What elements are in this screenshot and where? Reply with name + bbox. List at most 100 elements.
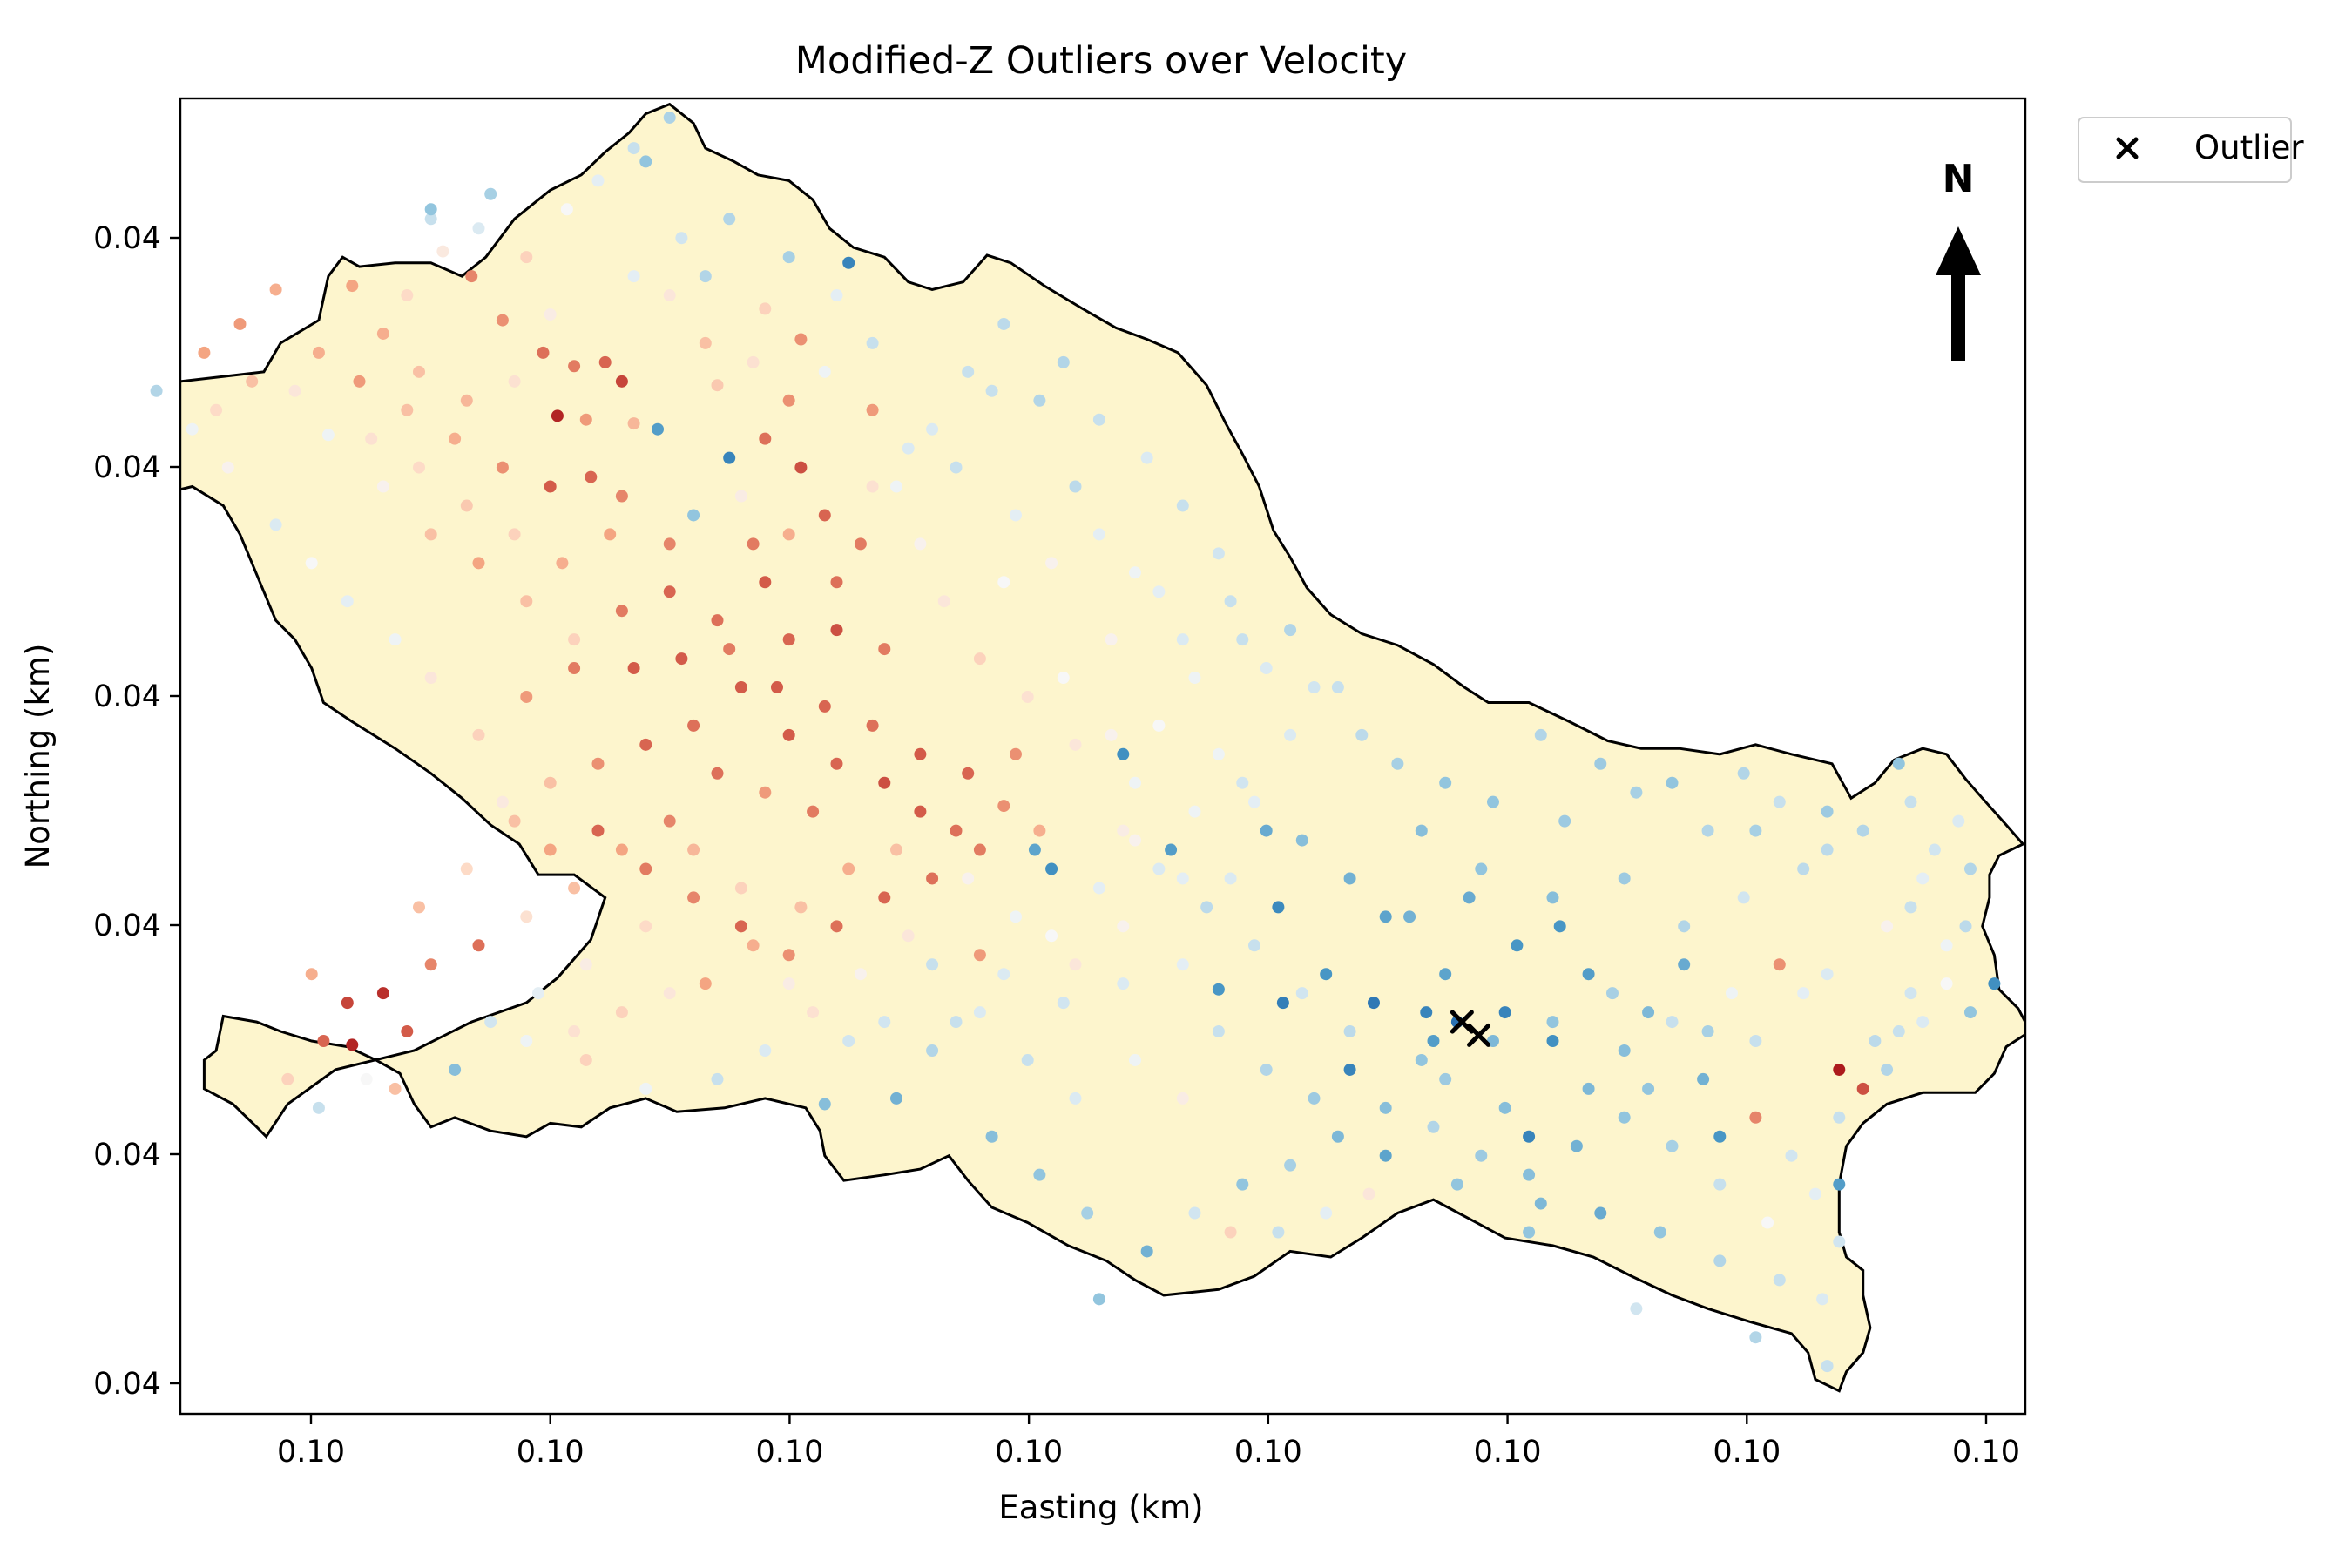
velocity-point (973, 1006, 986, 1019)
velocity-point (734, 882, 747, 895)
velocity-point (782, 251, 795, 264)
velocity-point (818, 1098, 831, 1111)
velocity-point (615, 375, 628, 388)
velocity-point (1546, 1035, 1559, 1048)
velocity-point (818, 365, 831, 378)
velocity-point (842, 256, 855, 269)
velocity-point (1057, 672, 1070, 685)
velocity-point (1415, 824, 1428, 837)
velocity-point (926, 422, 939, 436)
x-tick-label: 0.10 (755, 1435, 823, 1470)
velocity-point (973, 949, 986, 962)
velocity-point (1582, 1082, 1595, 1095)
velocity-point (1737, 767, 1750, 780)
velocity-point (842, 1035, 855, 1048)
velocity-point (1988, 977, 2001, 990)
velocity-point (1152, 862, 1166, 875)
velocity-point (1534, 728, 1547, 741)
x-tick-label: 0.10 (1234, 1435, 1302, 1470)
velocity-point (711, 1072, 724, 1085)
velocity-point (1546, 891, 1559, 904)
velocity-point (1128, 834, 1141, 847)
velocity-point (1069, 1092, 1082, 1105)
velocity-point (1188, 805, 1201, 818)
velocity-point (460, 862, 473, 875)
y-tick-label: 0.04 (93, 1367, 161, 1402)
velocity-point (866, 719, 879, 732)
y-tick-label: 0.04 (93, 679, 161, 714)
x-tick-label: 0.10 (277, 1435, 345, 1470)
y-tick-label: 0.04 (93, 450, 161, 485)
velocity-point (198, 346, 211, 359)
velocity-point (412, 901, 425, 914)
velocity-point (794, 901, 808, 914)
velocity-point (1523, 1226, 1536, 1239)
velocity-point (1749, 1035, 1762, 1048)
velocity-point (321, 429, 335, 442)
velocity-point (1439, 1072, 1452, 1085)
velocity-point (639, 862, 652, 875)
velocity-point (1940, 939, 1953, 952)
velocity-point (1272, 1226, 1285, 1239)
velocity-point (1033, 824, 1046, 837)
velocity-point (950, 824, 963, 837)
velocity-point (1928, 843, 1941, 856)
velocity-point (1773, 958, 1786, 971)
velocity-point (782, 528, 795, 541)
velocity-point (794, 461, 808, 474)
velocity-point (1176, 872, 1189, 885)
velocity-point (1152, 585, 1166, 598)
velocity-point (568, 633, 581, 646)
velocity-point (663, 111, 676, 124)
velocity-point (317, 1035, 330, 1048)
velocity-point (627, 662, 640, 675)
velocity-point (1284, 728, 1297, 741)
velocity-point (1212, 747, 1225, 760)
velocity-point (568, 662, 581, 675)
velocity-point (1176, 499, 1189, 512)
velocity-point (627, 417, 640, 430)
velocity-point (1523, 1130, 1536, 1143)
velocity-point (889, 1092, 902, 1105)
velocity-point (288, 384, 301, 397)
velocity-point (1045, 929, 1058, 943)
velocity-point (1630, 1302, 1643, 1315)
velocity-point (770, 680, 783, 693)
velocity-point (1666, 776, 1679, 789)
velocity-point (1284, 1159, 1297, 1172)
velocity-point (639, 1082, 652, 1095)
velocity-point (1761, 1216, 1774, 1229)
velocity-point (1224, 872, 1237, 885)
velocity-point (627, 270, 640, 283)
velocity-point (1821, 968, 1834, 981)
y-tick-label: 0.04 (93, 909, 161, 943)
velocity-point (914, 747, 927, 760)
velocity-point (1904, 901, 1917, 914)
velocity-point (997, 317, 1010, 330)
velocity-point (484, 187, 497, 200)
velocity-point (1343, 872, 1356, 885)
velocity-point (1379, 910, 1392, 923)
velocity-point (1117, 977, 1130, 990)
north-arrow-shaft (1951, 274, 1965, 361)
legend-outlier-label: Outlier (2194, 129, 2304, 166)
velocity-point (537, 346, 550, 359)
velocity-point (1272, 901, 1285, 914)
x-axis-ticks: 0.10 0.10 0.10 0.10 0.10 0.10 0.10 0.10 (277, 1414, 2020, 1470)
velocity-point (1642, 1006, 1655, 1019)
velocity-point (807, 1006, 820, 1019)
velocity-point (1498, 1101, 1511, 1114)
velocity-point (973, 652, 986, 666)
velocity-point (1749, 1331, 1762, 1344)
velocity-point (1701, 824, 1714, 837)
velocity-point (1737, 891, 1750, 904)
velocity-point (1785, 1149, 1798, 1162)
velocity-point (1618, 872, 1631, 885)
velocity-point (1212, 1025, 1225, 1038)
velocity-point (544, 776, 557, 789)
velocity-point (639, 738, 652, 751)
velocity-point (1021, 690, 1034, 703)
velocity-point (747, 537, 760, 551)
velocity-point (246, 375, 259, 388)
velocity-point (1773, 795, 1786, 808)
